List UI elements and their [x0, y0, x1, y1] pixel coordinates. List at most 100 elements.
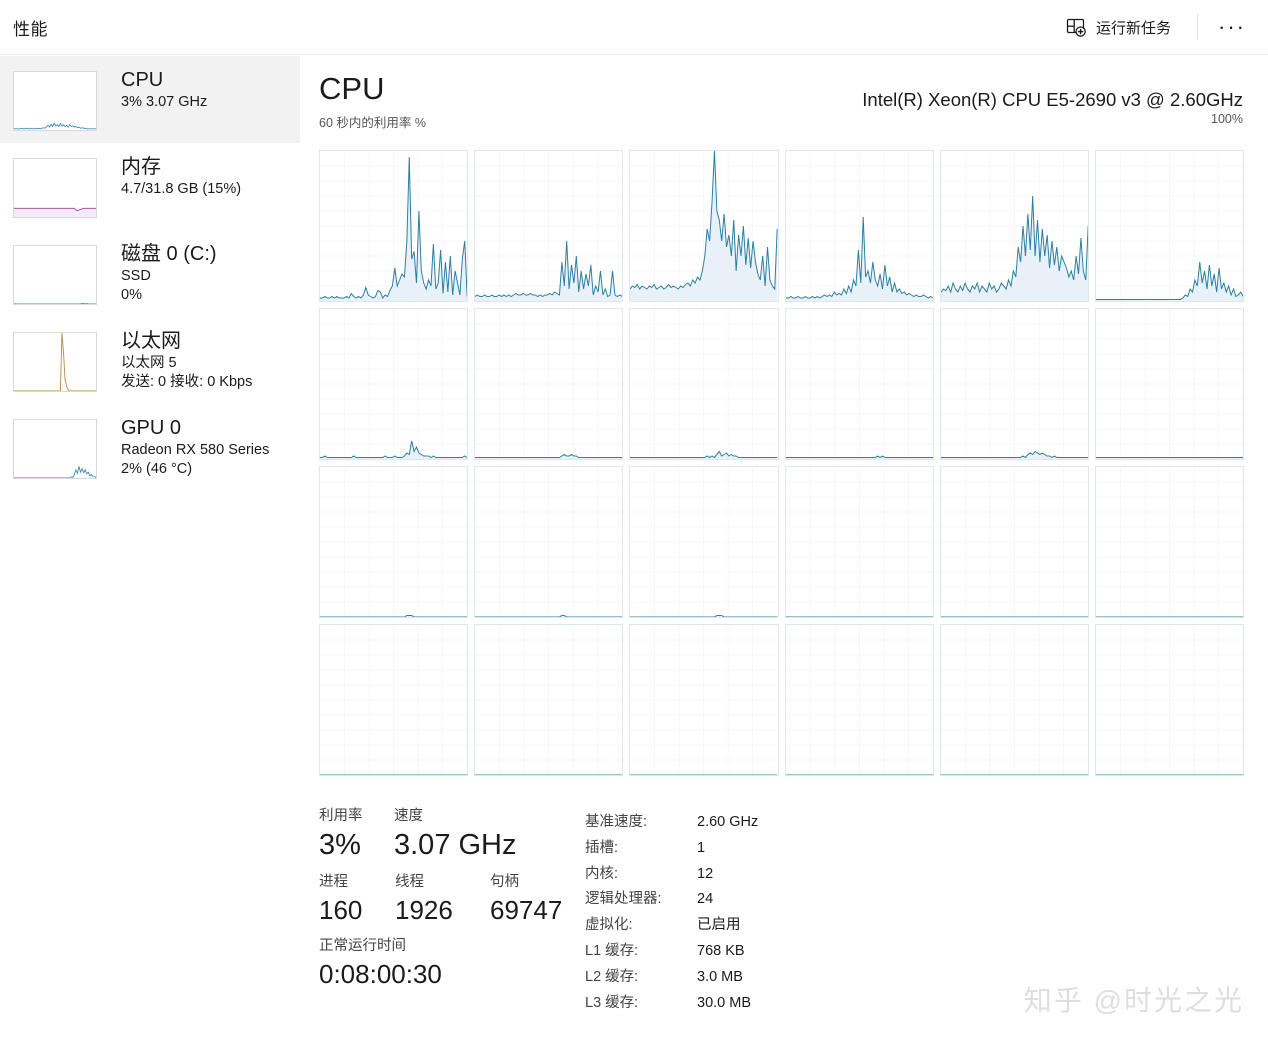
plot-line — [475, 241, 622, 297]
stats-row-utilization-speed: 利用率 3% 速度 3.07 GHz — [319, 806, 579, 864]
graph-x-axis-label: 60 秒内的利用率 % — [319, 116, 426, 130]
sidebar-item-sub1: Radeon RX 580 Series — [121, 442, 270, 458]
logical-processor-graph[interactable] — [319, 150, 469, 302]
sidebar-item-gpu-text: GPU 0 Radeon RX 580 Series 2% (46 °C) — [121, 416, 269, 479]
stat-detail-key: L3 缓存: — [585, 994, 639, 1011]
sidebar-item-sub1: SSD — [121, 268, 151, 284]
gpu-thumbnail — [13, 419, 97, 479]
sidebar-item-ethernet-text: 以太网 以太网 5 发送: 0 接收: 0 Kbps — [121, 329, 252, 392]
logical-processor-plot — [475, 151, 623, 301]
stat-detail-key: 逻辑处理器: — [585, 891, 662, 908]
stat-label: 进程 — [319, 874, 348, 890]
sidebar-item-disk-text: 磁盘 0 (C:) SSD 0% — [121, 242, 217, 305]
logical-processor-graph[interactable] — [629, 624, 779, 776]
logical-processor-graph[interactable] — [319, 624, 469, 776]
logical-processor-graph[interactable] — [939, 466, 1089, 618]
sidebar-item-gpu[interactable]: GPU 0 Radeon RX 580 Series 2% (46 °C) — [0, 404, 300, 491]
stat-value: 0:08:00:30 — [319, 959, 442, 989]
logical-processor-graph[interactable] — [629, 150, 779, 302]
plot-line — [941, 196, 1088, 292]
plot-line — [320, 441, 467, 458]
sidebar-item-cpu[interactable]: CPU 3% 3.07 GHz — [0, 56, 300, 143]
plot-line — [786, 217, 933, 298]
stat-detail-value: 768 KB — [697, 942, 745, 959]
main-header: CPU Intel(R) Xeon(R) CPU E5-2690 v3 @ 2.… — [300, 56, 1268, 112]
gpu-thumbnail-plot — [14, 420, 96, 478]
sidebar-item-sub2: 0% — [121, 287, 142, 303]
logical-processor-graph[interactable] — [784, 150, 934, 302]
logical-processor-graph[interactable] — [939, 150, 1089, 302]
logical-processor-plot — [630, 151, 778, 301]
stat-detail-value: 24 — [697, 891, 714, 908]
logical-processor-graph[interactable] — [1094, 150, 1244, 302]
logical-processor-graph[interactable] — [939, 624, 1089, 776]
stat-detail-row: L3 缓存: 30.0 MB — [585, 991, 758, 1017]
disk-thumbnail-plot — [14, 246, 96, 304]
logical-processor-graph[interactable] — [629, 466, 779, 618]
logical-processor-graph[interactable] — [474, 150, 624, 302]
stat-uptime: 正常运行时间 0:08:00:30 — [319, 936, 579, 992]
logical-processor-plot — [630, 309, 778, 459]
sidebar-item-memory[interactable]: 内存 4.7/31.8 GB (15%) — [0, 143, 300, 230]
sidebar-item-sub2: 发送: 0 接收: 0 Kbps — [121, 374, 253, 390]
run-new-task-label: 运行新任务 — [1095, 19, 1171, 37]
grid-lines — [475, 467, 622, 617]
plot-area-fill — [940, 196, 1088, 301]
grid-lines — [475, 151, 622, 301]
stat-detail-key: 插槽: — [585, 839, 619, 856]
sidebar-item-label: GPU 0 — [121, 417, 182, 439]
grid-lines — [941, 467, 1088, 617]
logical-processor-plot — [786, 625, 933, 775]
plot-line — [475, 455, 622, 458]
stat-value: 3.07 GHz — [394, 829, 517, 861]
logical-processor-graph[interactable] — [1094, 624, 1244, 776]
grid-lines — [1096, 625, 1243, 775]
logical-processor-graph[interactable] — [474, 624, 624, 776]
plot-line — [320, 157, 467, 298]
more-options-icon[interactable]: ··· — [1212, 10, 1252, 44]
stat-detail-key: 基准速度: — [585, 814, 648, 830]
stat-detail-key: 虚拟化: — [585, 917, 633, 934]
stat-detail-row: L2 缓存: 3.0 MB — [585, 965, 758, 991]
ethernet-thumbnail-plot — [14, 333, 96, 391]
sidebar-item-label: 磁盘 0 (C:) — [121, 243, 217, 265]
logical-processor-graph[interactable] — [784, 308, 934, 460]
toolbar-divider — [1197, 14, 1198, 40]
plot-line — [630, 452, 777, 458]
resource-title: CPU — [319, 71, 385, 106]
logical-processor-plot — [630, 625, 777, 775]
titlebar-actions: 运行新任务 ··· — [1054, 0, 1268, 54]
stat-detail-value: 12 — [697, 865, 714, 882]
logical-processor-graph[interactable] — [1094, 308, 1244, 460]
logical-processor-plot — [320, 151, 468, 301]
sidebar-item-sub2: 2% (46 °C) — [121, 461, 193, 477]
ethernet-thumbnail — [13, 332, 97, 392]
logical-processor-graph[interactable] — [629, 308, 779, 460]
sidebar-item-disk[interactable]: 磁盘 0 (C:) SSD 0% — [0, 230, 300, 317]
stat-detail-row: 内核: 12 — [585, 862, 758, 888]
logical-processor-graph[interactable] — [784, 466, 934, 618]
run-new-task-button[interactable]: 运行新任务 — [1054, 11, 1183, 44]
grid-lines — [320, 625, 467, 775]
grid-lines — [786, 625, 933, 775]
logical-processor-graph[interactable] — [474, 308, 624, 460]
grid-lines — [630, 625, 777, 775]
logical-processor-graph[interactable] — [939, 308, 1089, 460]
grid-lines — [475, 625, 622, 775]
stat-threads: 线程 1926 — [395, 872, 490, 928]
sidebar-item-sub1: 以太网 5 — [121, 355, 177, 371]
sidebar-item-ethernet[interactable]: 以太网 以太网 5 发送: 0 接收: 0 Kbps — [0, 317, 300, 404]
grid-lines — [1096, 309, 1243, 459]
disk-thumbnail — [13, 245, 97, 305]
stat-handles: 句柄 69747 — [490, 872, 562, 928]
logical-processor-graph[interactable] — [1094, 466, 1244, 618]
logical-processor-graph[interactable] — [474, 466, 624, 618]
logical-processor-plot — [941, 625, 1088, 775]
grid-lines — [786, 467, 933, 617]
plot-area-fill — [1095, 262, 1243, 301]
sidebar-item-sub1: 3% 3.07 GHz — [121, 94, 208, 110]
logical-processor-graph[interactable] — [784, 624, 934, 776]
logical-processor-graph[interactable] — [319, 308, 469, 460]
grid-lines — [475, 309, 622, 459]
logical-processor-graph[interactable] — [319, 466, 469, 618]
